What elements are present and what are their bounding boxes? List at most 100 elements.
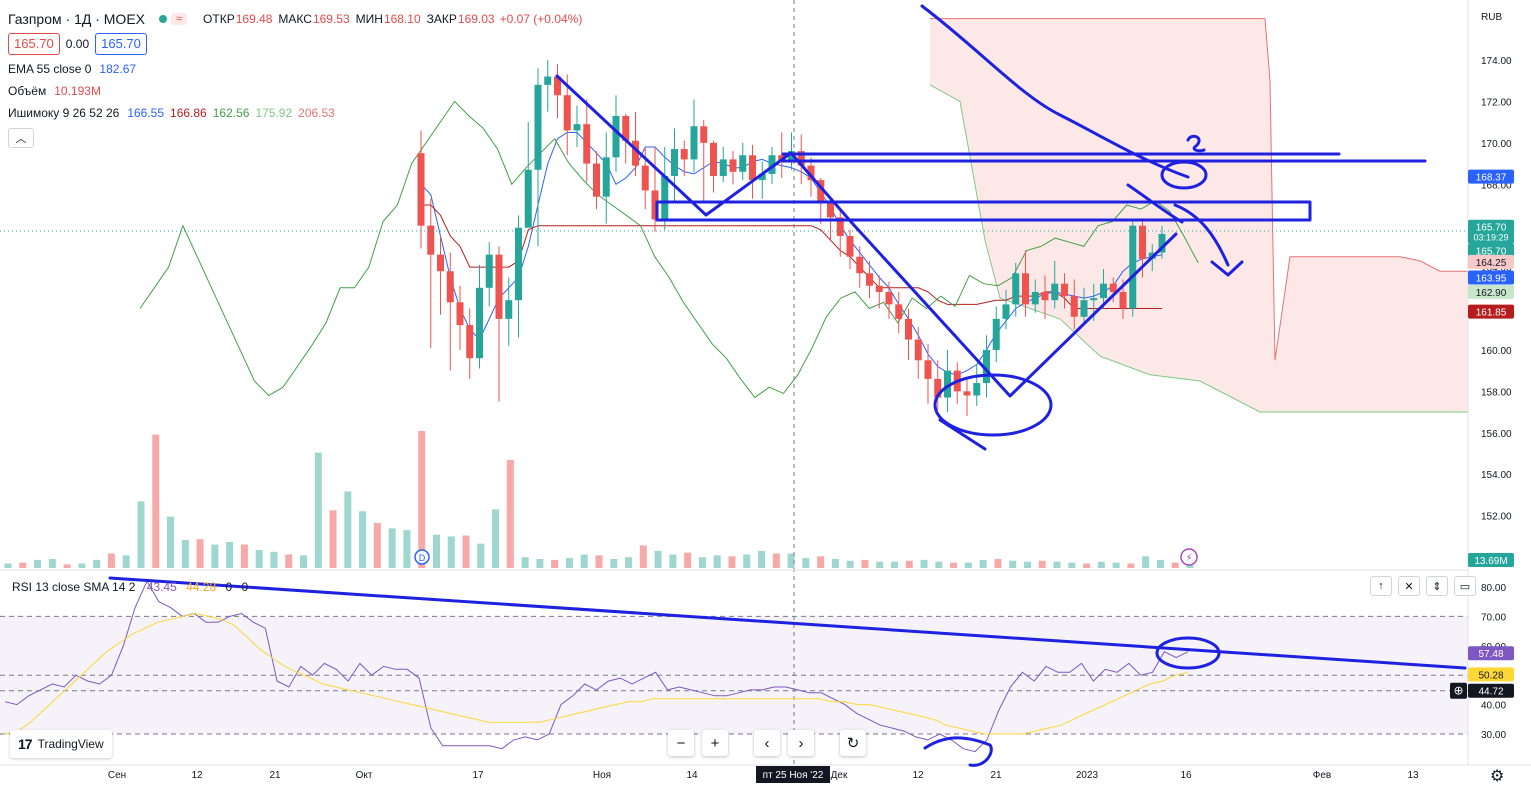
candle (1002, 289, 1010, 330)
candles (417, 60, 1166, 417)
candle (437, 236, 444, 315)
volume-bar (93, 559, 101, 568)
price-label-text: 164.25 (1476, 258, 1507, 269)
ichimoku-tenkan-value: 166.55 (127, 106, 165, 120)
collapse-pane-button[interactable]: ⇕ (1426, 576, 1448, 596)
volume-bar (181, 540, 189, 568)
price-label: 163.95 (1468, 270, 1514, 285)
candle (505, 277, 513, 346)
lightning-icon: ⚡ (1185, 553, 1192, 564)
candle (1051, 260, 1059, 309)
rsi-tick-label: 30.00 (1481, 730, 1506, 741)
time-tick-label: Окт (356, 770, 373, 781)
candle (554, 64, 561, 118)
volume-bar (950, 562, 958, 568)
drawn-circle-bottom (933, 373, 1053, 437)
crosshair-date-label: пт 25 Ноя '22 (756, 766, 830, 783)
candle (992, 306, 1000, 363)
volume-bar (300, 555, 307, 568)
volume-bar (359, 511, 367, 568)
candle (602, 132, 610, 224)
move-pane-up-button[interactable]: ↑ (1370, 576, 1392, 596)
candle (1031, 279, 1039, 313)
maximize-pane-button[interactable]: ▭ (1454, 576, 1476, 596)
tradingview-logo[interactable]: 17 TradingView (10, 730, 112, 758)
volume-bar (1186, 563, 1194, 568)
drawn-descending-curve (920, 4, 1190, 179)
volume-bar (625, 557, 633, 568)
high-key: МАКС (278, 12, 312, 26)
candle (1041, 275, 1049, 319)
drawn-rsi-trendline (108, 576, 1467, 670)
candle (544, 60, 552, 112)
zoom-out-button[interactable]: − (668, 730, 694, 756)
dividend-marker-icon: D (419, 553, 426, 563)
user-drawings (108, 4, 1467, 767)
volume-bar (1053, 561, 1061, 568)
price-label-text: 165.70 (1476, 223, 1507, 234)
volume-bar (994, 558, 1002, 568)
candle (924, 343, 932, 404)
spread-value: 0.00 (65, 37, 90, 51)
candle (456, 285, 464, 350)
candle (875, 275, 883, 309)
reset-chart-button[interactable]: ↻ (840, 730, 866, 756)
buy-button[interactable]: 165.70 (95, 33, 147, 55)
scroll-left-button[interactable]: ‹ (754, 730, 780, 756)
volume-row[interactable]: Объём 10.193M (8, 80, 582, 102)
rsi-value: 43.45 (146, 580, 177, 594)
earnings-marker[interactable]: ⚡ (1180, 548, 1198, 566)
candle (427, 198, 435, 348)
candle (1061, 273, 1068, 309)
sell-button[interactable]: 165.70 (8, 33, 60, 55)
crosshair-date-text: пт 25 Ноя '22 (763, 770, 824, 781)
chart-legend: Газпром · 1Д · MOEX ≈ ОТКР 169.48 МАКС 169… (8, 8, 582, 152)
volume-bar (477, 543, 485, 568)
volume-bar (314, 452, 322, 568)
close-pane-button[interactable]: ✕ (1398, 576, 1420, 596)
volume-bar (891, 561, 898, 568)
candle (914, 327, 922, 379)
volume-bar (728, 556, 736, 568)
volume-bar (107, 553, 115, 568)
ema-row[interactable]: EMA 55 close 0 182.67 (8, 58, 582, 80)
volume-bar (1142, 556, 1150, 568)
volume-bar (63, 564, 71, 568)
collapse-legend-button[interactable]: ︿ (8, 128, 34, 148)
candle (963, 378, 971, 417)
candle (1158, 225, 1166, 259)
candle (1100, 269, 1107, 309)
candle (661, 146, 669, 230)
symbol-title[interactable]: Газпром · 1Д · MOEX (8, 11, 145, 27)
add-alert-button[interactable]: ⊕ (1450, 682, 1467, 699)
candle (612, 95, 620, 172)
price-label-text: 161.85 (1476, 308, 1507, 319)
rsi-extra-value: 0 (225, 580, 233, 594)
approx-icon[interactable]: ≈ (171, 13, 188, 25)
time-axis[interactable]: Сен 12 21 Окт 17 Ноя 14 Дек 12 21 2023 16 Фев 13 пт 25… (108, 766, 1419, 783)
price-axis[interactable]: 174.00172.00170.00168.00166.00164.00162.… (1468, 56, 1514, 567)
rsi-hidden-value: 0 (241, 580, 249, 594)
candle (1022, 250, 1029, 317)
price-label-text: 162.90 (1476, 288, 1507, 299)
dividend-marker[interactable]: D (414, 549, 430, 565)
candle (836, 209, 844, 257)
volume-bar (1009, 560, 1017, 568)
volume-bar (935, 561, 943, 568)
candle (729, 151, 737, 185)
settings-gear-icon[interactable]: ⚙ (1490, 768, 1505, 785)
rsi-axis[interactable]: 80.0070.0060.0050.0040.0030.0057.4850.28… (1450, 583, 1514, 741)
time-tick-label: Ноя (593, 770, 611, 781)
rsi-legend[interactable]: RSI 13 close SMA 14 2 43.45 44.28 0 0 (12, 580, 248, 594)
scroll-right-button[interactable]: › (788, 730, 814, 756)
ichimoku-spanA-value: 175.92 (255, 106, 293, 120)
senkou-span-b-line (930, 18, 1468, 361)
ichimoku-row[interactable]: Ишимоку 9 26 52 26 166.55 166.86 162.56 … (8, 102, 582, 124)
zoom-in-button[interactable]: + (702, 730, 728, 756)
volume-bar (506, 459, 514, 568)
candle (680, 140, 688, 176)
volume-bar (462, 535, 470, 568)
volume-bar (1112, 562, 1120, 568)
market-status-icon[interactable] (159, 15, 167, 23)
